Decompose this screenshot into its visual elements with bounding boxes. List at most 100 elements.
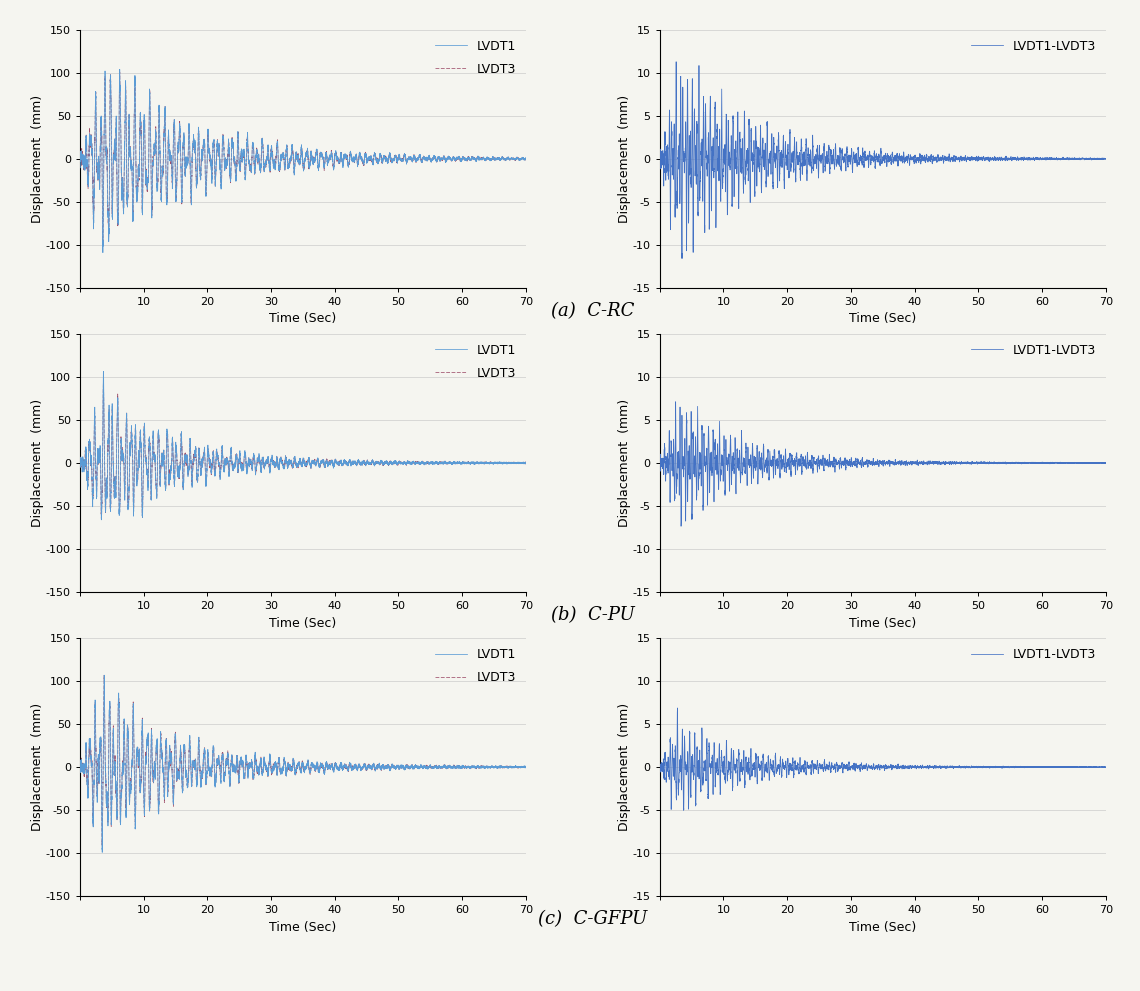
Legend: LVDT1-LVDT3: LVDT1-LVDT3 — [968, 644, 1100, 665]
LVDT1-LVDT3 — [715, 751, 728, 763]
LVDT1 — [519, 153, 532, 165]
X-axis label: Time (Sec): Time (Sec) — [849, 921, 917, 934]
LVDT3 — [417, 456, 431, 468]
LVDT1-LVDT3 — [821, 456, 834, 468]
LVDT1 — [511, 457, 524, 469]
Text: (b)  C-PU: (b) C-PU — [551, 606, 635, 624]
LVDT1-LVDT3 — [996, 761, 1010, 773]
X-axis label: Time (Sec): Time (Sec) — [849, 312, 917, 325]
X-axis label: Time (Sec): Time (Sec) — [269, 921, 336, 934]
Y-axis label: Displacement  (mm): Displacement (mm) — [32, 703, 44, 831]
Line: LVDT1-LVDT3: LVDT1-LVDT3 — [660, 401, 1106, 526]
LVDT1 — [113, 63, 127, 75]
LVDT1 — [519, 760, 532, 772]
LVDT3 — [135, 766, 148, 778]
LVDT1 — [267, 457, 280, 469]
LVDT3 — [241, 764, 254, 776]
LVDT1-LVDT3 — [847, 146, 861, 158]
LVDT3 — [97, 670, 111, 682]
Line: LVDT1: LVDT1 — [80, 372, 526, 520]
LVDT1 — [135, 134, 148, 146]
X-axis label: Time (Sec): Time (Sec) — [269, 312, 336, 325]
LVDT3 — [441, 761, 455, 773]
Y-axis label: Displacement  (mm): Displacement (mm) — [32, 398, 44, 527]
LVDT1-LVDT3 — [669, 55, 683, 67]
LVDT1-LVDT3 — [1099, 457, 1113, 469]
LVDT1-LVDT3 — [1020, 457, 1034, 469]
LVDT3 — [73, 154, 87, 165]
Line: LVDT1-LVDT3: LVDT1-LVDT3 — [660, 708, 1106, 811]
LVDT1 — [73, 147, 87, 159]
LVDT3 — [511, 152, 524, 164]
LVDT1 — [135, 765, 148, 777]
Y-axis label: Displacement  (mm): Displacement (mm) — [618, 703, 632, 831]
LVDT1 — [241, 462, 254, 474]
LVDT3 — [267, 158, 280, 169]
LVDT1-LVDT3 — [670, 702, 684, 714]
Line: LVDT3: LVDT3 — [80, 676, 526, 845]
Y-axis label: Displacement  (mm): Displacement (mm) — [618, 398, 632, 527]
LVDT1-LVDT3 — [715, 153, 728, 165]
LVDT1-LVDT3 — [677, 805, 691, 817]
LVDT3 — [96, 839, 109, 851]
LVDT3 — [73, 462, 87, 474]
LVDT3 — [267, 456, 280, 468]
LVDT3 — [95, 512, 108, 524]
X-axis label: Time (Sec): Time (Sec) — [269, 616, 336, 629]
LVDT1-LVDT3 — [821, 150, 834, 162]
LVDT3 — [417, 761, 431, 773]
LVDT1-LVDT3 — [1099, 153, 1113, 165]
LVDT3 — [241, 462, 254, 474]
LVDT3 — [441, 152, 455, 164]
LVDT1-LVDT3 — [821, 761, 834, 773]
LVDT3 — [519, 152, 532, 164]
LVDT1 — [519, 457, 532, 469]
LVDT1-LVDT3 — [653, 453, 667, 465]
LVDT1 — [441, 762, 455, 774]
LVDT1-LVDT3 — [674, 520, 687, 532]
LVDT3 — [97, 377, 111, 388]
LVDT3 — [511, 762, 524, 774]
LVDT1 — [96, 247, 109, 259]
X-axis label: Time (Sec): Time (Sec) — [849, 616, 917, 629]
Legend: LVDT1-LVDT3: LVDT1-LVDT3 — [968, 36, 1100, 56]
LVDT3 — [113, 66, 127, 78]
LVDT1 — [417, 762, 431, 774]
LVDT3 — [241, 132, 254, 144]
LVDT1-LVDT3 — [847, 457, 861, 469]
LVDT1 — [97, 366, 111, 378]
Y-axis label: Displacement  (mm): Displacement (mm) — [618, 95, 632, 223]
LVDT1-LVDT3 — [653, 761, 667, 773]
LVDT3 — [135, 136, 148, 148]
LVDT1-LVDT3 — [847, 760, 861, 772]
LVDT1-LVDT3 — [1091, 153, 1105, 165]
LVDT1-LVDT3 — [1099, 761, 1113, 773]
LVDT3 — [417, 152, 431, 164]
Line: LVDT3: LVDT3 — [80, 72, 526, 243]
LVDT1-LVDT3 — [675, 253, 689, 265]
Legend: LVDT1-LVDT3: LVDT1-LVDT3 — [968, 340, 1100, 361]
LVDT3 — [73, 761, 87, 773]
LVDT1 — [441, 153, 455, 165]
LVDT1-LVDT3 — [996, 153, 1010, 165]
LVDT1 — [511, 762, 524, 774]
LVDT1 — [97, 669, 111, 681]
LVDT1 — [135, 449, 148, 461]
LVDT1-LVDT3 — [715, 458, 728, 470]
LVDT1-LVDT3 — [1091, 457, 1105, 469]
LVDT1-LVDT3 — [1020, 761, 1034, 773]
LVDT1-LVDT3 — [1020, 154, 1034, 165]
LVDT3 — [267, 761, 280, 773]
Legend: LVDT1, LVDT3: LVDT1, LVDT3 — [432, 644, 520, 688]
LVDT1 — [511, 152, 524, 164]
LVDT3 — [96, 237, 109, 249]
LVDT1-LVDT3 — [996, 457, 1010, 469]
Line: LVDT1: LVDT1 — [80, 675, 526, 852]
LVDT1 — [95, 514, 108, 526]
LVDT1 — [417, 457, 431, 469]
LVDT3 — [519, 458, 532, 470]
LVDT3 — [519, 761, 532, 773]
LVDT1 — [73, 459, 87, 471]
LVDT1 — [441, 457, 455, 469]
LVDT1 — [241, 764, 254, 776]
